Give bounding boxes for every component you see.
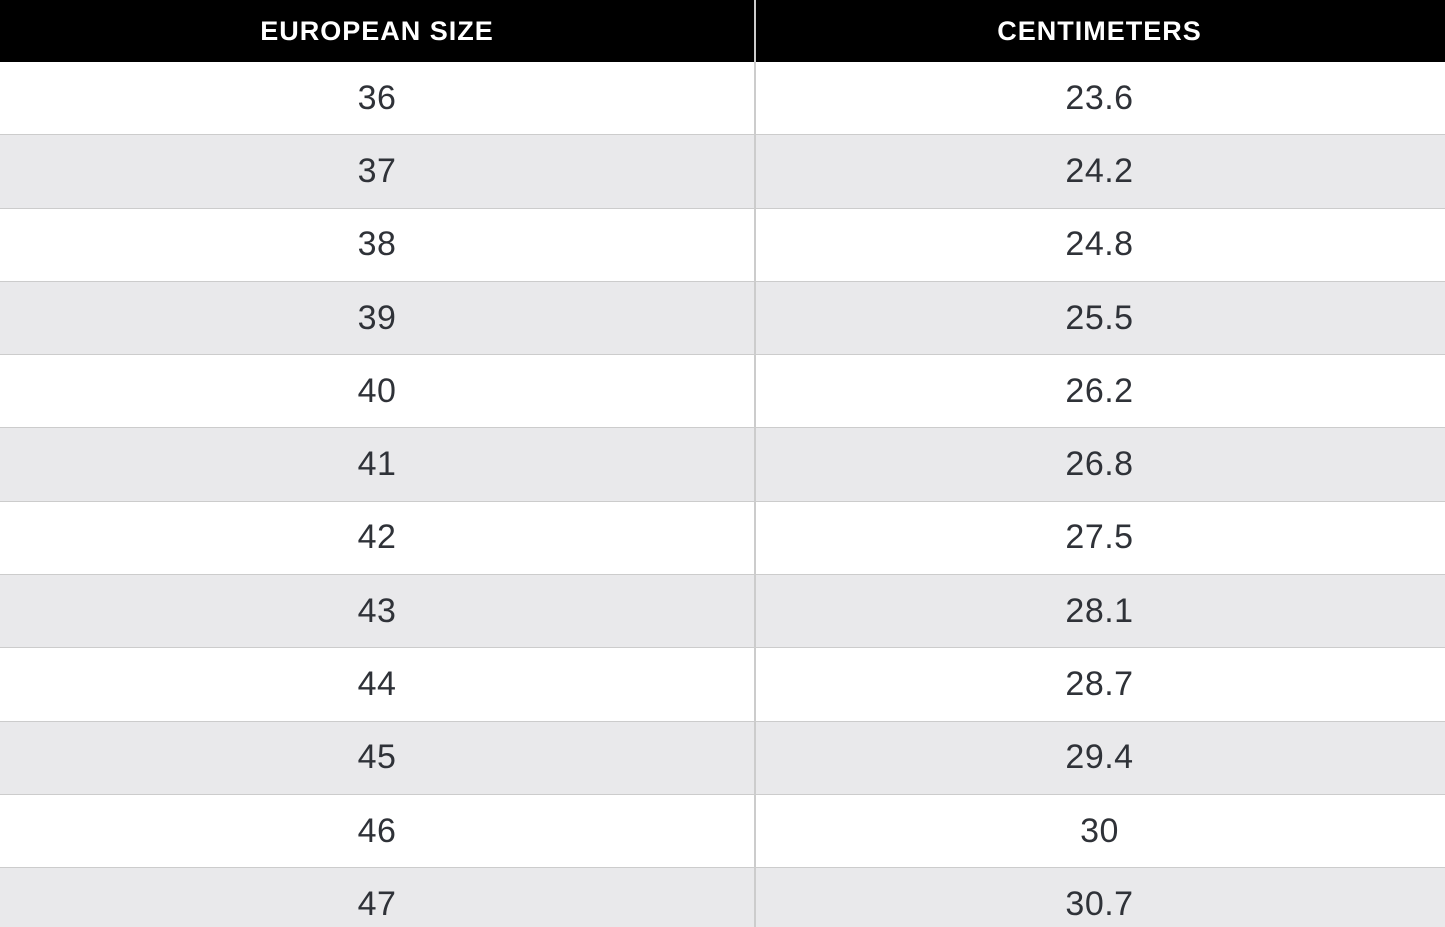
table-row: 44 28.7 bbox=[0, 648, 1445, 722]
centimeters-cell: 30 bbox=[1080, 811, 1119, 850]
table-row: 40 26.2 bbox=[0, 355, 1445, 429]
european-size-cell: 46 bbox=[0, 794, 756, 868]
centimeters-cell: 25.5 bbox=[1065, 298, 1134, 337]
table-row: 42 27.5 bbox=[0, 501, 1445, 576]
centimeters-cell: 24.2 bbox=[1065, 151, 1134, 190]
table-row: 38 24.8 bbox=[0, 208, 1445, 282]
centimeters-cell: 30.7 bbox=[1065, 884, 1134, 923]
centimeters-cell: 29.4 bbox=[1065, 738, 1134, 777]
column-header-european-size: EUROPEAN SIZE bbox=[0, 0, 756, 62]
centimeters-cell: 23.6 bbox=[1065, 78, 1134, 117]
table-row: 36 23.6 bbox=[0, 62, 1445, 136]
centimeters-cell: 26.2 bbox=[1065, 371, 1134, 410]
european-size-cell: 40 bbox=[0, 355, 756, 428]
european-size-cell: 41 bbox=[0, 428, 756, 501]
centimeters-cell: 27.5 bbox=[1065, 518, 1134, 557]
european-size-cell: 36 bbox=[0, 62, 756, 135]
european-size-cell: 39 bbox=[0, 281, 756, 355]
european-size-cell: 45 bbox=[0, 721, 756, 794]
centimeters-cell: 28.1 bbox=[1065, 591, 1134, 630]
centimeters-cell: 28.7 bbox=[1065, 665, 1134, 704]
column-header-centimeters: CENTIMETERS bbox=[997, 15, 1202, 46]
table-row: 37 24.2 bbox=[0, 135, 1445, 209]
european-size-cell: 43 bbox=[0, 575, 756, 648]
european-size-cell: 44 bbox=[0, 648, 756, 721]
table-row: 43 28.1 bbox=[0, 575, 1445, 649]
table-row: 46 30 bbox=[0, 794, 1445, 869]
european-size-cell: 42 bbox=[0, 501, 756, 575]
european-size-cell: 37 bbox=[0, 135, 756, 208]
table-body: 36 23.6 37 24.2 38 24.8 39 25.5 40 26.2 41 26.8 42 27… bbox=[0, 62, 1445, 927]
table-row: 47 30.7 bbox=[0, 868, 1445, 927]
european-size-cell: 47 bbox=[0, 868, 756, 927]
centimeters-cell: 26.8 bbox=[1065, 445, 1134, 484]
european-size-cell: 38 bbox=[0, 208, 756, 281]
table-row: 41 26.8 bbox=[0, 428, 1445, 502]
table-header-row: EUROPEAN SIZE CENTIMETERS bbox=[0, 0, 1445, 62]
centimeters-cell: 24.8 bbox=[1065, 225, 1134, 264]
table-row: 39 25.5 bbox=[0, 281, 1445, 356]
table-row: 45 29.4 bbox=[0, 721, 1445, 795]
